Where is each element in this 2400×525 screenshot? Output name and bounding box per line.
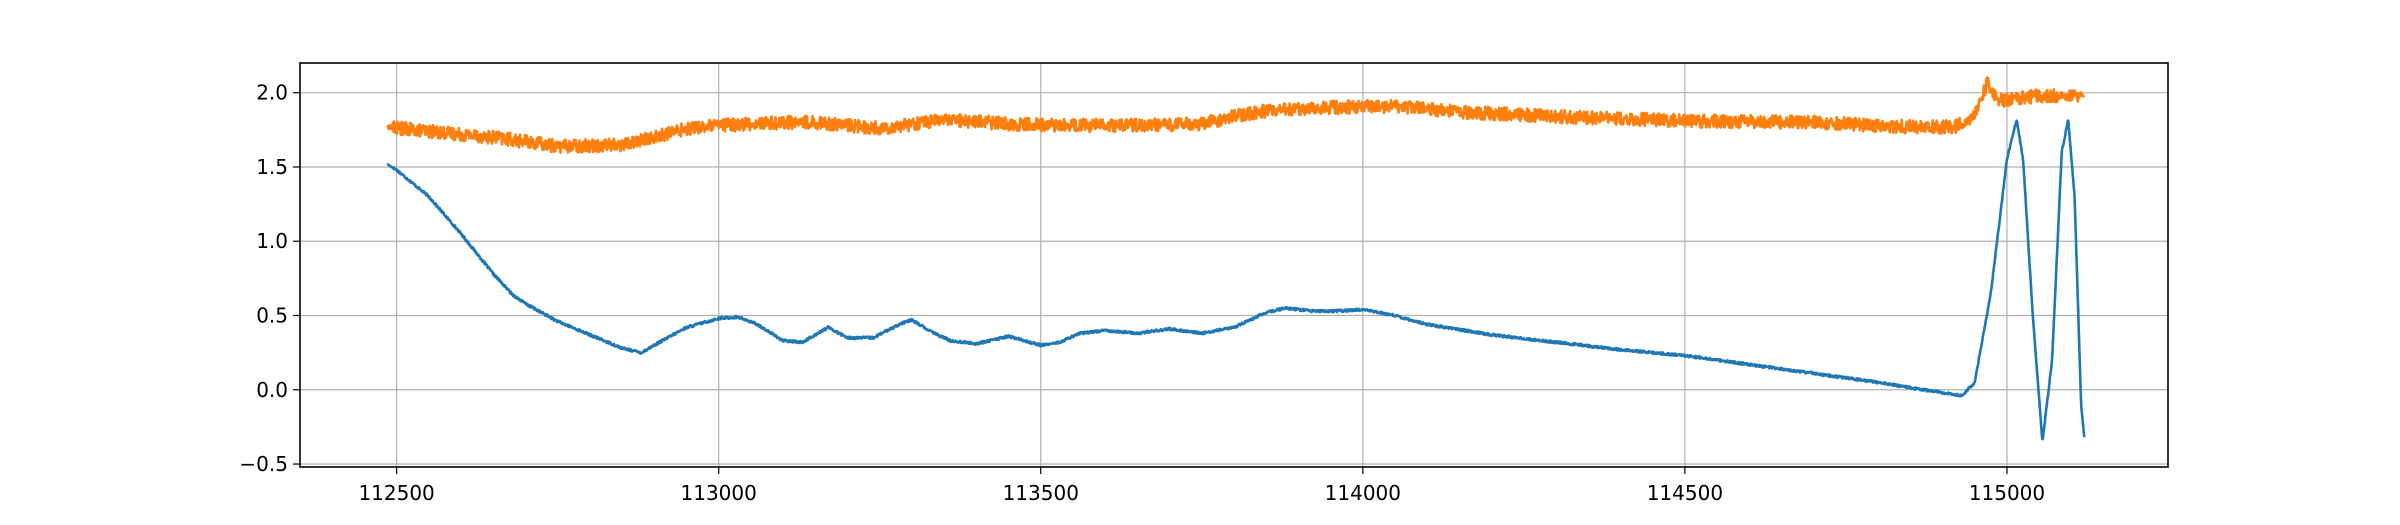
x-tick-label: 113000 xyxy=(681,481,757,505)
plot-frame xyxy=(299,62,2169,468)
x-tick-label: 115000 xyxy=(1969,481,2045,505)
y-tick-label: 1.5 xyxy=(256,155,288,179)
grid-lines xyxy=(300,63,2168,467)
y-tick-label: 0.5 xyxy=(256,304,288,328)
x-axis: 112500 113000 113500 114000 114500 115000 xyxy=(358,467,2045,505)
x-tick-label: 113500 xyxy=(1003,481,1079,505)
y-axis: −0.5 0.0 0.5 1.0 1.5 2.0 xyxy=(239,81,300,476)
series-line-1 xyxy=(386,119,2086,441)
x-tick-label: 112500 xyxy=(358,481,434,505)
series-line-2 xyxy=(386,76,2086,155)
y-tick-label: 2.0 xyxy=(256,81,288,105)
y-tick-label: 1.0 xyxy=(256,229,288,253)
y-tick-label: −0.5 xyxy=(239,452,288,476)
x-tick-label: 114000 xyxy=(1325,481,1401,505)
y-tick-label: 0.0 xyxy=(256,378,288,402)
series-layer xyxy=(386,76,2086,441)
x-tick-label: 114500 xyxy=(1647,481,1723,505)
